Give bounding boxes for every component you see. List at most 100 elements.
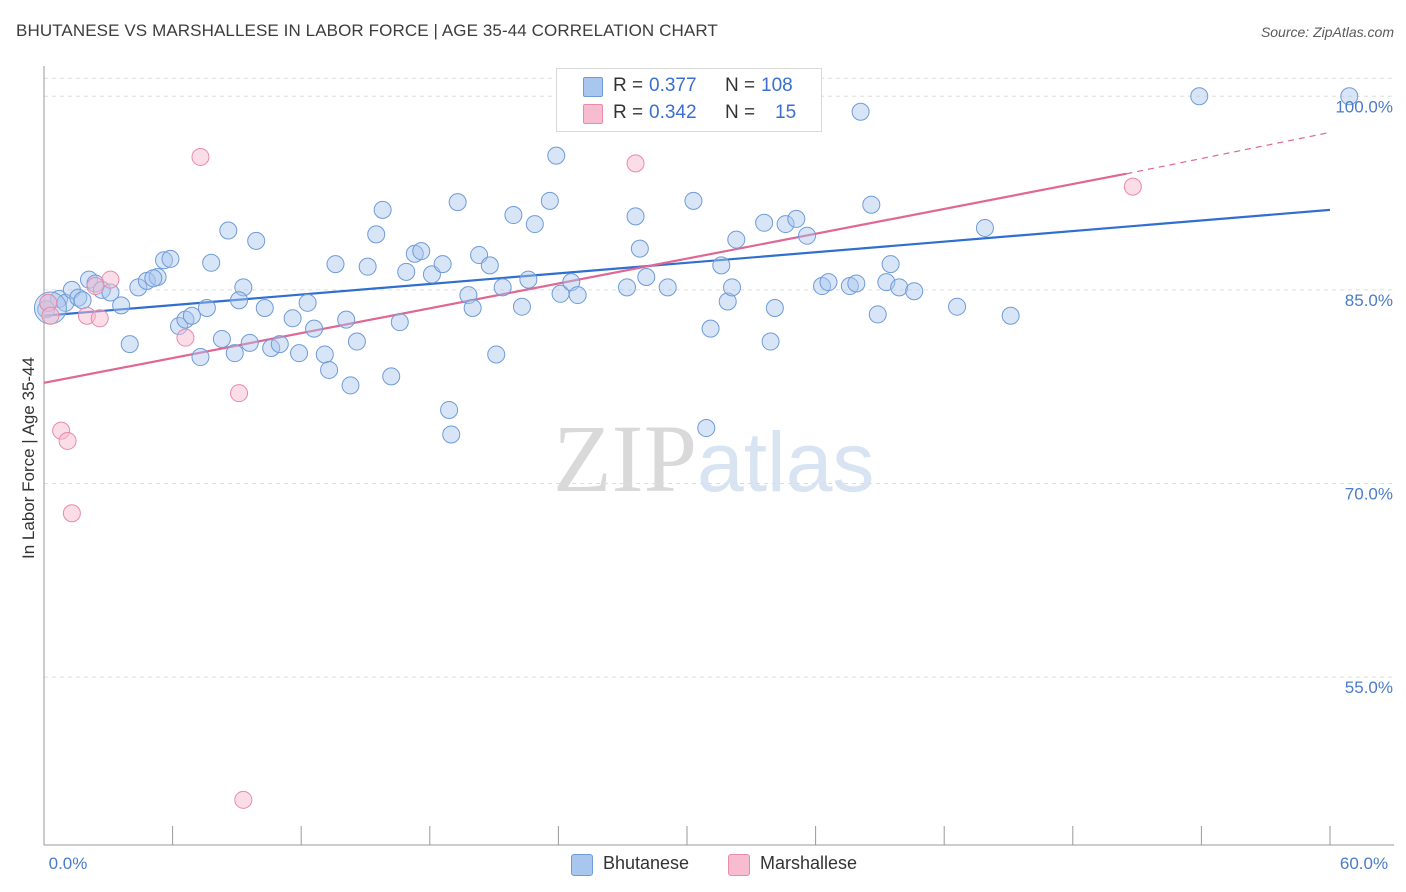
marshallese-point bbox=[101, 270, 120, 289]
series-marshallese bbox=[39, 147, 1142, 809]
bhutanese-point bbox=[382, 367, 401, 386]
marshallese-point bbox=[234, 790, 253, 809]
bhutanese-point bbox=[73, 291, 92, 310]
bhutanese-point bbox=[367, 225, 386, 244]
marshallese-point bbox=[176, 328, 195, 347]
legend-n-value: 108 bbox=[761, 75, 793, 96]
bhutanese-point bbox=[448, 193, 467, 212]
legend-n-value: 15 bbox=[775, 102, 797, 123]
bhutanese-point bbox=[315, 345, 334, 364]
bhutanese-point bbox=[890, 278, 909, 297]
bhutanese-point bbox=[219, 221, 238, 240]
bhutanese-point bbox=[290, 344, 309, 363]
bhutanese-point bbox=[440, 400, 459, 419]
bhutanese-point bbox=[358, 257, 377, 276]
marshallese-point bbox=[191, 147, 210, 166]
bhutanese-point bbox=[540, 191, 559, 210]
bhutanese-point bbox=[776, 215, 795, 234]
y-tick-label: 55.0% bbox=[1345, 678, 1393, 697]
marshallese-point bbox=[230, 384, 249, 403]
legend-swatch-marshallese bbox=[583, 104, 603, 124]
legend-swatch-bhutanese bbox=[583, 77, 603, 97]
marshallese-trend-line bbox=[43, 172, 1127, 384]
bhutanese-point bbox=[191, 348, 210, 367]
bhutanese-point bbox=[718, 292, 737, 311]
bhutanese-point bbox=[412, 242, 431, 261]
marshallese-point bbox=[58, 431, 77, 450]
bhutanese-point bbox=[283, 309, 302, 328]
bhutanese-point bbox=[847, 274, 866, 293]
bhutanese-point bbox=[487, 345, 506, 364]
bhutanese-point bbox=[1190, 87, 1209, 106]
bhutanese-point bbox=[787, 209, 806, 228]
watermark: ZIPatlas bbox=[553, 403, 874, 514]
bhutanese-point bbox=[948, 297, 967, 316]
bhutanese-point bbox=[755, 213, 774, 232]
marshallese-point bbox=[90, 309, 109, 328]
bhutanese-point bbox=[197, 298, 216, 317]
bhutanese-point bbox=[320, 360, 339, 379]
bhutanese-point bbox=[433, 255, 452, 274]
bhutanese-point bbox=[341, 376, 360, 395]
bhutanese-point bbox=[851, 102, 870, 121]
bhutanese-point bbox=[337, 310, 356, 329]
legend-n-label: N = bbox=[725, 102, 756, 123]
bhutanese-point bbox=[658, 278, 677, 297]
legend-r-value: 0.342 bbox=[649, 102, 697, 123]
chart-title: BHUTANESE VS MARSHALLESE IN LABOR FORCE … bbox=[16, 21, 718, 40]
bhutanese-point bbox=[347, 332, 366, 351]
bhutanese-point bbox=[905, 282, 924, 301]
marshallese-trend-extension bbox=[1126, 131, 1331, 175]
bhutanese-point bbox=[463, 298, 482, 317]
marshallese-point bbox=[626, 154, 645, 173]
bhutanese-point bbox=[723, 278, 742, 297]
bhutanese-point bbox=[617, 278, 636, 297]
bhutanese-point bbox=[512, 297, 531, 316]
bhutanese-point bbox=[270, 335, 289, 354]
bhutanese-point bbox=[225, 344, 244, 363]
bhutanese-point bbox=[373, 200, 392, 219]
y-tick-label: 85.0% bbox=[1345, 291, 1393, 310]
tick-labels: 100.0% 85.0% 70.0% 55.0% 0.0% 60.0% bbox=[49, 97, 1393, 873]
trend-lines bbox=[43, 131, 1331, 384]
bhutanese-point bbox=[547, 146, 566, 165]
bhutanese-point bbox=[727, 230, 746, 249]
bhutanese-point bbox=[1340, 87, 1359, 106]
watermark-zip: ZIP bbox=[553, 405, 697, 512]
bhutanese-point bbox=[255, 298, 274, 317]
bhutanese-point bbox=[230, 291, 249, 310]
source-label: Source: ZipAtlas.com bbox=[1260, 24, 1394, 40]
bhutanese-point bbox=[397, 262, 416, 281]
bhutanese-point bbox=[525, 215, 544, 234]
bhutanese-trend-line bbox=[43, 208, 1331, 317]
bhutanese-point bbox=[504, 206, 523, 225]
bhutanese-point bbox=[182, 306, 201, 325]
bhutanese-point bbox=[161, 249, 180, 268]
bhutanese-point bbox=[684, 191, 703, 210]
bhutanese-point bbox=[390, 313, 409, 332]
bhutanese-point bbox=[701, 319, 720, 338]
bhutanese-point bbox=[626, 207, 645, 226]
legend-r-value: 0.377 bbox=[649, 75, 697, 96]
bottom-legend-swatch-marshallese bbox=[728, 854, 750, 876]
bottom-legend-swatch-bhutanese bbox=[571, 854, 593, 876]
bhutanese-point bbox=[493, 278, 512, 297]
bottom-legend-label: Bhutanese bbox=[603, 853, 690, 873]
bhutanese-point bbox=[881, 255, 900, 274]
bottom-legend-label: Marshallese bbox=[760, 853, 858, 873]
bhutanese-point bbox=[975, 218, 994, 237]
grid-lines bbox=[44, 77, 1394, 678]
bhutanese-point bbox=[298, 293, 317, 312]
marshallese-point bbox=[86, 277, 105, 296]
bhutanese-point bbox=[868, 305, 887, 324]
bhutanese-point bbox=[798, 226, 817, 245]
x-tick-label: 0.0% bbox=[49, 854, 88, 873]
axes bbox=[43, 66, 1394, 846]
bhutanese-point bbox=[568, 286, 587, 305]
bhutanese-point bbox=[480, 256, 499, 275]
watermark-atlas: atlas bbox=[697, 415, 875, 509]
bhutanese-point bbox=[202, 253, 221, 272]
bhutanese-point bbox=[1001, 306, 1020, 325]
correlation-legend: R = 0.377 N = 108 R = 0.342 N = 15 bbox=[556, 68, 822, 132]
